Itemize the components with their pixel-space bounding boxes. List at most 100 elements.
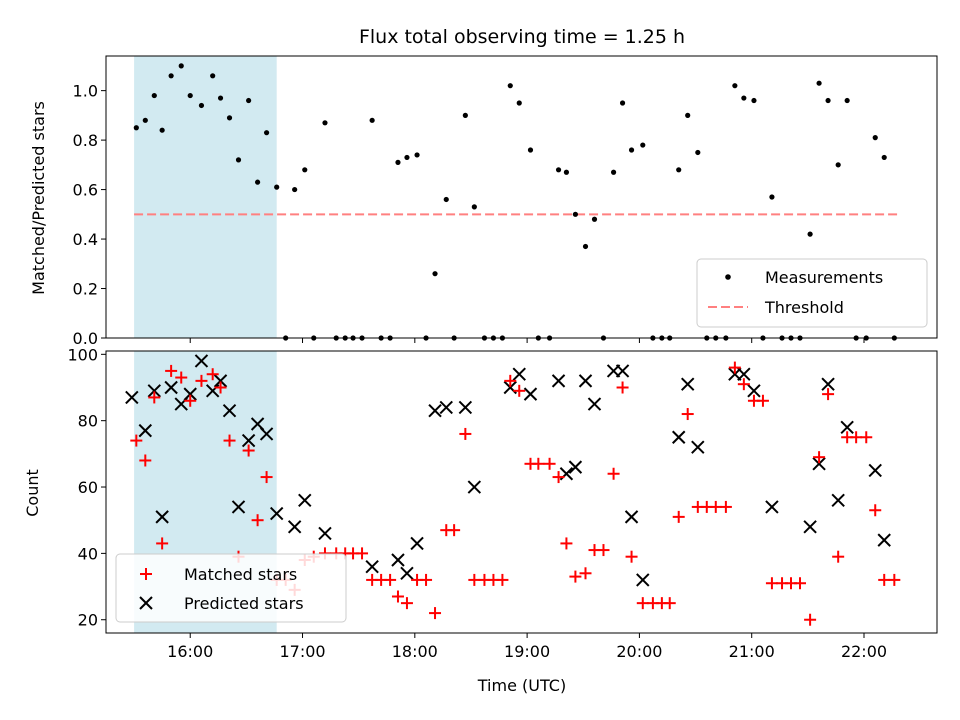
matched-point xyxy=(888,573,901,586)
legend-measurements-label: Measurements xyxy=(765,268,883,287)
measurement-point xyxy=(881,154,887,161)
matched-point xyxy=(504,374,517,387)
measurement-point xyxy=(274,184,280,190)
matched-point xyxy=(860,431,873,444)
x-tick-label: 16:00 xyxy=(167,642,213,661)
matched-point xyxy=(496,573,509,586)
matched-point xyxy=(878,573,891,586)
measurement-point xyxy=(640,142,646,148)
matched-point xyxy=(260,471,273,484)
predicted-point xyxy=(551,374,566,388)
chart-title: Flux total observing time = 1.25 h xyxy=(359,26,685,48)
measurement-point xyxy=(178,63,184,69)
matched-point xyxy=(195,374,208,387)
count-x-ticks: 16:00 17:00 18:00 19:00 20:00 21:00 22:00 xyxy=(167,633,887,661)
measurement-point xyxy=(695,149,701,156)
predicted-point xyxy=(231,500,246,514)
predicted-point xyxy=(737,367,751,381)
measurement-point xyxy=(555,167,562,173)
measurement-point xyxy=(844,97,850,104)
predicted-point xyxy=(259,427,274,441)
measurement-point xyxy=(235,157,242,163)
matched-point xyxy=(756,394,769,407)
predicted-point xyxy=(812,457,826,471)
measurement-point xyxy=(187,92,193,99)
measurement-point xyxy=(610,169,617,175)
measurement-point xyxy=(527,147,534,153)
measurement-point xyxy=(322,120,328,126)
matched-point xyxy=(165,364,178,377)
y-tick-label: 80 xyxy=(78,412,98,431)
matched-point xyxy=(175,371,188,384)
y-tick-label: 0.2 xyxy=(73,280,98,299)
measurement-point xyxy=(676,167,682,173)
matched-point xyxy=(429,607,442,620)
matched-point xyxy=(850,431,863,444)
predicted-point xyxy=(877,533,891,547)
predicted-point xyxy=(269,506,284,521)
matched-point xyxy=(543,457,556,470)
measurement-point xyxy=(807,231,813,237)
measurement-point xyxy=(263,130,270,136)
predicted-point xyxy=(439,400,453,415)
measurement-point xyxy=(404,154,410,161)
predicted-point xyxy=(680,377,695,391)
measurement-point xyxy=(292,186,298,193)
measurement-point xyxy=(255,179,261,185)
predicted-point xyxy=(147,384,161,398)
matched-point xyxy=(448,524,461,537)
matched-point xyxy=(869,504,882,517)
matched-point xyxy=(391,590,404,603)
x-tick-label: 21:00 xyxy=(729,642,775,661)
x-tick-label: 20:00 xyxy=(616,642,662,661)
matched-point xyxy=(737,378,750,391)
measurement-point xyxy=(619,100,626,106)
matched-point xyxy=(384,573,397,586)
matched-point xyxy=(822,388,835,401)
measurement-point xyxy=(198,102,205,109)
count-legend: Matched stars Predicted stars xyxy=(115,553,347,623)
measurement-point xyxy=(825,97,831,104)
y-tick-label: 40 xyxy=(78,544,98,563)
predicted-point xyxy=(428,404,442,418)
measurement-point xyxy=(628,147,635,153)
count-legend-box xyxy=(115,553,347,623)
predicted-point xyxy=(831,493,845,508)
matched-point xyxy=(356,547,369,560)
predicted-point xyxy=(587,397,602,411)
measurement-point xyxy=(816,80,822,86)
measurement-point xyxy=(443,196,449,203)
measurement-point xyxy=(395,159,401,165)
predicted-point xyxy=(868,463,882,478)
matched-point xyxy=(513,384,526,397)
measurement-point xyxy=(133,125,139,131)
matched-point xyxy=(804,613,817,626)
matched-point xyxy=(459,427,472,440)
predicted-point xyxy=(765,500,779,514)
measurement-point xyxy=(685,112,691,118)
ratio-y-label: Matched/Predicted stars xyxy=(29,101,48,295)
measurement-point xyxy=(516,100,522,106)
ratio-legend: Measurements Threshold xyxy=(696,258,928,328)
measurement-point xyxy=(591,216,598,222)
x-tick-label: 18:00 xyxy=(392,642,438,661)
count-axes-frame xyxy=(105,350,938,634)
matched-point xyxy=(214,381,227,394)
predicted-point xyxy=(287,520,302,534)
measurement-point xyxy=(572,211,579,217)
matched-point xyxy=(206,368,219,381)
matched-point xyxy=(532,457,545,470)
measurement-point xyxy=(226,115,233,121)
legend-measurements-marker xyxy=(725,274,731,280)
predicted-point xyxy=(222,404,237,418)
measurement-point xyxy=(582,243,589,250)
predicted-point xyxy=(183,387,197,401)
measurement-point xyxy=(414,152,420,158)
predicted-point xyxy=(213,374,228,388)
y-tick-label: 0.0 xyxy=(73,329,98,348)
count-y-ticks: 20 40 60 80 100 xyxy=(67,345,106,630)
predicted-point xyxy=(523,387,538,401)
measurement-point xyxy=(159,127,165,133)
predicted-point xyxy=(155,510,169,524)
